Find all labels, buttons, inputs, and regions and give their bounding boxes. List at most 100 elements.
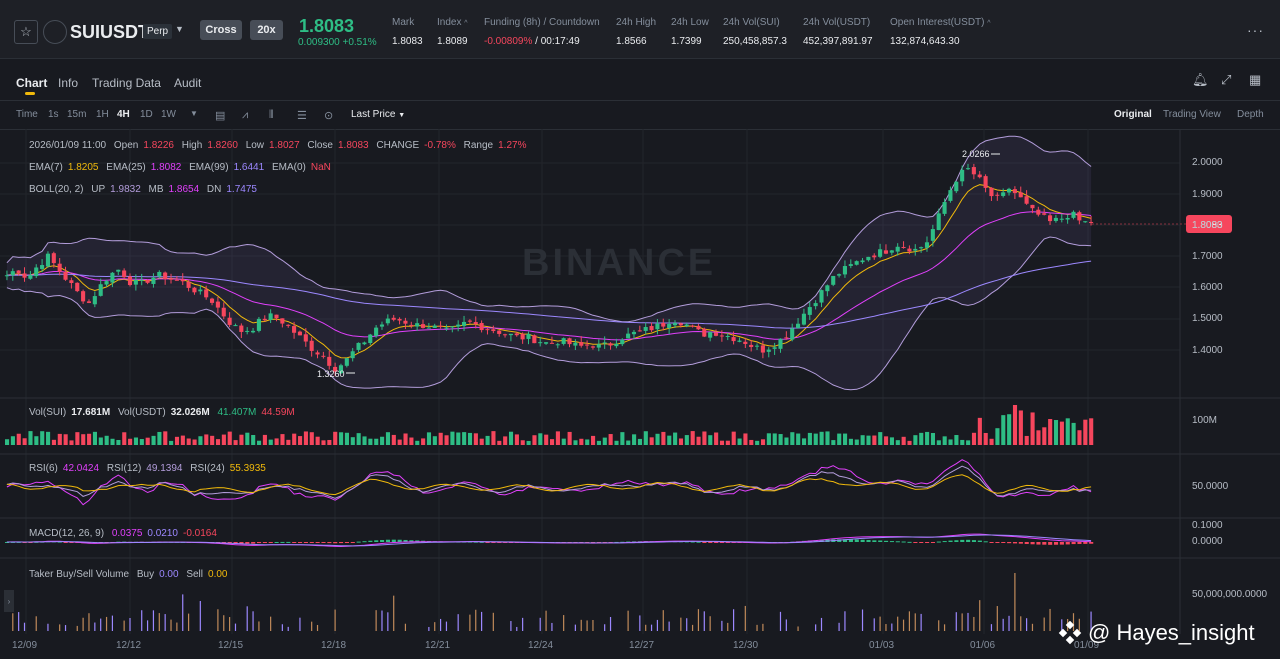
- candle-body: [415, 323, 420, 327]
- candle-body: [1030, 204, 1035, 209]
- macd-histogram-bar: [315, 542, 320, 543]
- candle-body: [766, 349, 771, 352]
- volume-bar: [344, 432, 349, 445]
- volume-bar: [239, 434, 244, 445]
- volume-bar: [1089, 418, 1094, 445]
- macd-histogram-bar: [256, 542, 262, 544]
- macd-histogram-bar: [374, 540, 379, 542]
- candle-body: [579, 342, 584, 346]
- volume-bar: [925, 431, 930, 445]
- fullscreen-icon[interactable]: ⤢: [1221, 72, 1232, 87]
- volume-bar: [110, 438, 115, 445]
- candle-body: [333, 366, 338, 372]
- interval-1h[interactable]: 1H: [96, 109, 109, 120]
- taker-legend: Taker Buy/Sell Volume Buy 0.00 Sell 0.00: [29, 569, 228, 580]
- candle-body: [1036, 209, 1041, 215]
- candle-body: [309, 340, 314, 351]
- macd-histogram-bar: [380, 539, 385, 542]
- macd-histogram-bar: [245, 542, 250, 544]
- top-bar: ☆ SUIUSDT Perp ▼ Cross 20x 1.8083 0.0093…: [0, 0, 1280, 59]
- volume-bar: [163, 431, 168, 445]
- candle-body: [544, 342, 549, 344]
- macd-histogram-bar: [872, 540, 877, 542]
- macd-histogram-bar: [344, 542, 349, 543]
- price-axis-label: 2.0000: [1192, 157, 1223, 168]
- candle-body: [719, 335, 724, 337]
- volume-bar: [262, 434, 267, 445]
- volume-bar: [133, 437, 139, 445]
- calendar-icon[interactable]: ▤: [215, 110, 226, 122]
- macd-histogram-bar: [813, 540, 818, 542]
- volume-bar: [245, 432, 250, 445]
- price-type-select[interactable]: Last Price ▼: [351, 109, 406, 120]
- candle-body: [122, 270, 127, 278]
- interval-15m[interactable]: 15m: [67, 109, 87, 120]
- tab-audit[interactable]: Audit: [174, 76, 202, 90]
- candle-body: [643, 327, 648, 331]
- view-trading-view[interactable]: Trading View: [1163, 109, 1221, 120]
- price-chart[interactable]: BINANCE 2.0266 1.3260 1.8083: [0, 129, 1280, 659]
- symbol-dropdown-chevron-icon[interactable]: ▼: [175, 24, 184, 34]
- candle-body: [737, 340, 742, 342]
- target-icon[interactable]: ⊙: [324, 110, 334, 122]
- indicator-icon[interactable]: ⩘: [242, 109, 249, 121]
- candle-body: [151, 277, 156, 284]
- tab-trading-data[interactable]: Trading Data: [92, 76, 161, 90]
- candle-body: [338, 365, 344, 374]
- volume-bars: [5, 405, 1094, 445]
- layout-grid-icon[interactable]: ▦: [1249, 72, 1262, 87]
- more-options-icon[interactable]: ···: [1247, 22, 1264, 38]
- candle-body: [163, 272, 168, 280]
- volume-bar: [28, 431, 33, 445]
- view-original[interactable]: Original: [1114, 109, 1152, 120]
- interval-4h[interactable]: 4H: [117, 109, 130, 120]
- candle-body: [637, 330, 642, 332]
- favorite-star-icon[interactable]: ☆: [14, 20, 38, 44]
- price-axis-label: 1.6000: [1192, 282, 1223, 293]
- user-watermark: @ Hayes_insight: [1058, 620, 1255, 646]
- candle-body: [790, 328, 795, 340]
- volume-bar: [321, 440, 326, 445]
- view-depth[interactable]: Depth: [1237, 109, 1264, 120]
- side-panel-handle-icon[interactable]: ›: [4, 590, 14, 612]
- volume-bar: [1053, 420, 1059, 445]
- interval-1w[interactable]: 1W: [161, 109, 176, 120]
- binance-watermark: BINANCE: [522, 242, 716, 284]
- interval-dropdown-icon[interactable]: ▼: [190, 109, 198, 118]
- macd-histogram-bar: [901, 541, 906, 543]
- candle-body: [174, 279, 179, 281]
- volume-bar: [579, 438, 584, 445]
- symbol-name[interactable]: SUIUSDT: [70, 22, 150, 42]
- candle-body: [356, 342, 361, 350]
- macd-histogram-bar: [362, 541, 367, 543]
- candle-body: [831, 275, 836, 285]
- interval-1d[interactable]: 1D: [140, 109, 153, 120]
- settings-sliders-icon[interactable]: ☰: [297, 110, 307, 122]
- leverage-button[interactable]: 20x: [250, 20, 283, 40]
- candle-type-icon[interactable]: ⫴: [269, 109, 274, 121]
- candle-body: [256, 318, 261, 331]
- volume-bar: [907, 440, 912, 445]
- tab-chart[interactable]: Chart: [16, 76, 48, 90]
- volume-bar: [1065, 418, 1070, 445]
- candle-body: [1089, 221, 1094, 223]
- candle-body: [315, 352, 320, 355]
- candle-body: [92, 296, 97, 305]
- margin-mode-button[interactable]: Cross: [200, 20, 242, 40]
- candle-body: [479, 322, 484, 331]
- date-label: 12/27: [629, 640, 655, 651]
- macd-histogram-bar: [971, 540, 977, 542]
- candle-body: [10, 271, 15, 276]
- rsi24-line: [6, 474, 1092, 496]
- price-axis-label: 1.4000: [1192, 345, 1223, 356]
- candle-body: [157, 271, 162, 277]
- alert-bell-icon[interactable]: 🔔︎: [1192, 72, 1209, 87]
- date-label: 01/09: [1074, 640, 1100, 651]
- macd-histogram-bar: [63, 542, 68, 543]
- candle-body: [227, 317, 232, 325]
- volume-bar: [438, 432, 443, 445]
- macd-histogram-bar: [878, 540, 883, 542]
- interval-1s[interactable]: 1s: [48, 109, 59, 120]
- volume-bar: [473, 433, 478, 445]
- tab-info[interactable]: Info: [58, 76, 79, 90]
